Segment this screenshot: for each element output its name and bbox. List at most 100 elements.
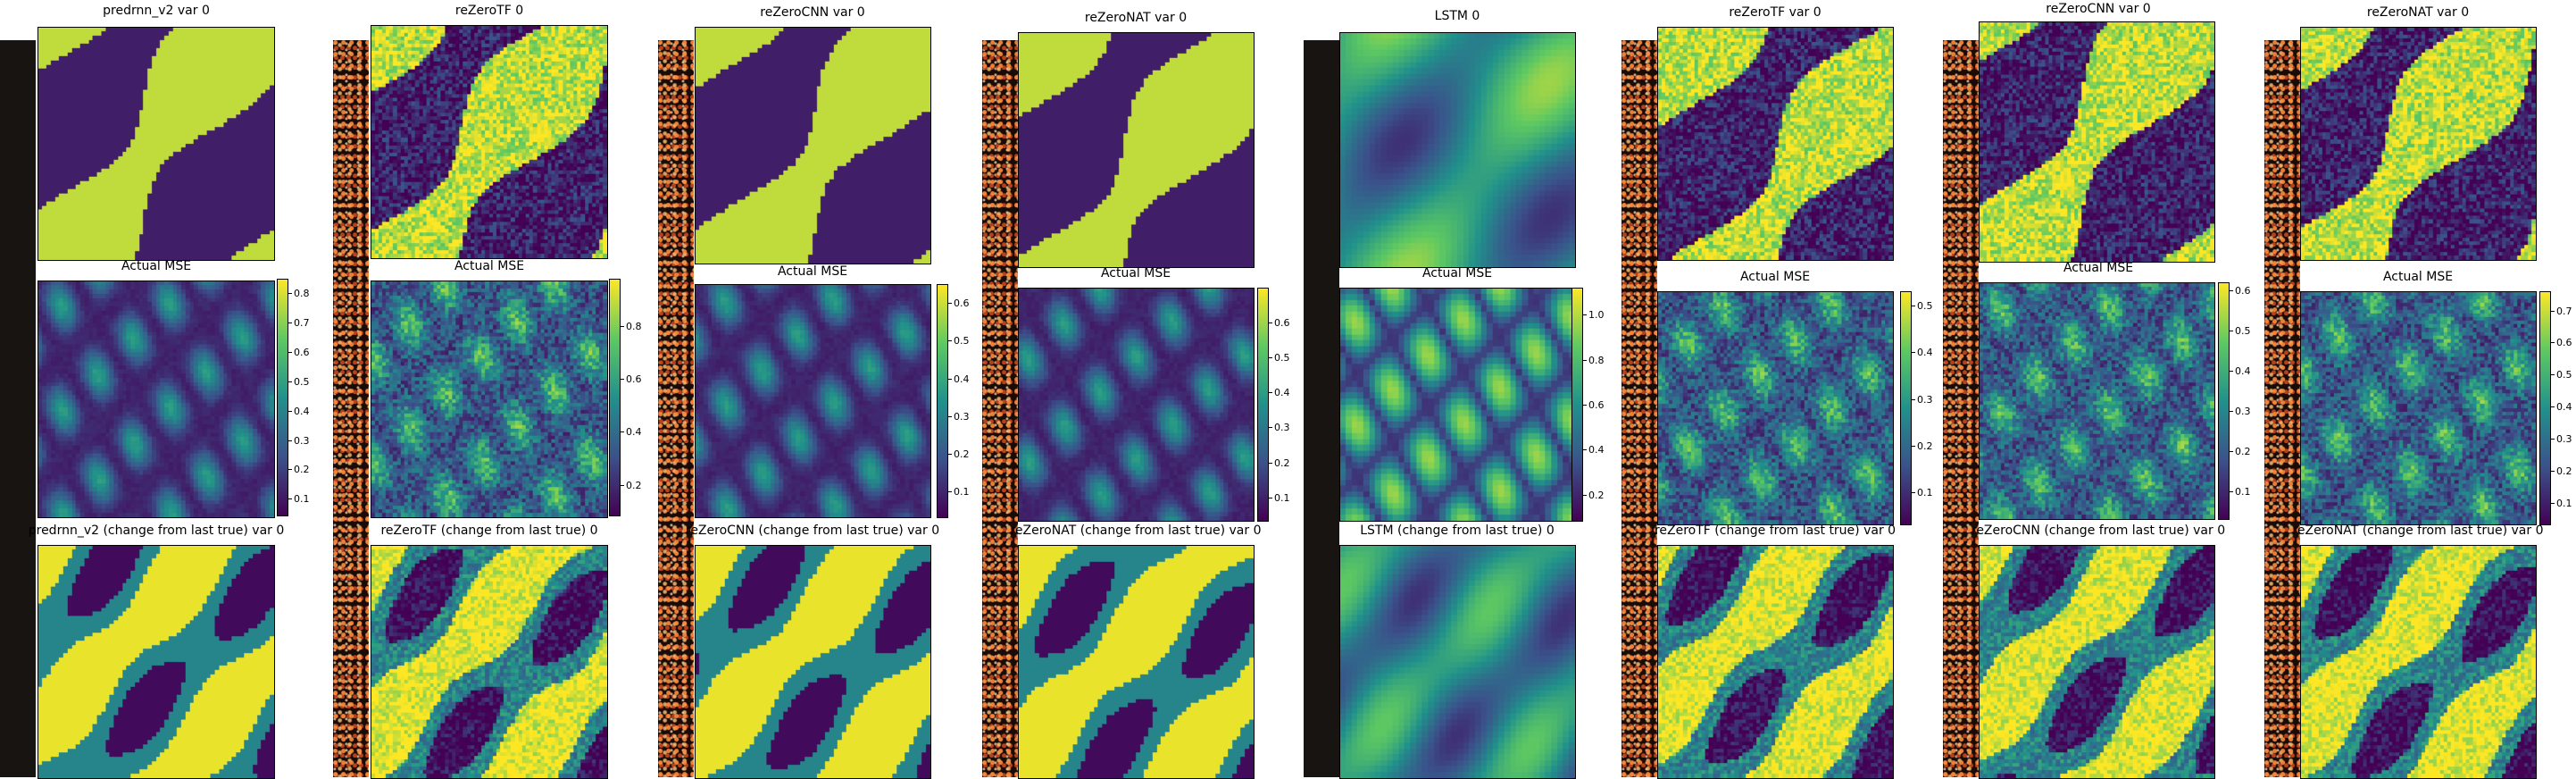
colorbar-tick [2551,310,2555,312]
change-title: reZeroCNN (change from last true) var 0 [685,524,940,538]
mse-title: Actual MSE [777,264,848,279]
mse-map [1018,288,1255,522]
mse-title: Actual MSE [121,259,192,273]
change-map [1657,545,1894,779]
change-map [1339,545,1576,779]
colorbar-tick [288,293,292,295]
colorbar-tick [288,322,292,324]
colorbar-tick-label: 0.5 [2556,369,2572,381]
colorbar [2218,282,2230,520]
colorbar-tick [621,379,624,381]
colorbar-tick-label: 0.4 [294,405,310,417]
colorbar-tick-label: 0.6 [1274,317,1290,330]
change-title: reZeroCNN (change from last true) var 0 [1971,524,2226,538]
change-map [371,545,608,779]
change-title: reZeroTF (change from last true) 0 [380,524,598,538]
colorbar-tick [1269,462,1272,464]
colorbar-tick [288,498,292,500]
side-strip-image [658,40,694,777]
colorbar-tick [2551,374,2555,376]
change-title: reZeroNAT (change from last true) var 0 [1010,524,1262,538]
mse-title: Actual MSE [1739,270,1811,284]
colorbar-tick [948,491,952,493]
colorbar-tick [1269,322,1272,324]
side-strip-image [1943,40,1979,777]
side-strip-image [982,40,1018,777]
colorbar-tick-label: 0.5 [954,335,970,348]
colorbar-tick [1583,359,1587,361]
colorbar-tick-label: 0.6 [2556,337,2572,349]
colorbar-tick [2551,342,2555,344]
change-title: reZeroTF (change from last true) var 0 [1654,524,1897,538]
change-title: reZeroNAT (change from last true) var 0 [2292,524,2544,538]
prediction-title: reZeroTF var 0 [1729,5,1822,20]
mse-title: Actual MSE [454,259,525,273]
change-title: LSTM (change from last true) 0 [1360,524,1555,538]
change-map [1018,545,1255,779]
colorbar-tick-label: 0.6 [1588,399,1605,411]
colorbar-tick-label: 0.4 [2556,401,2572,414]
prediction-title: reZeroTF 0 [454,4,524,18]
colorbar-tick [948,378,952,380]
colorbar-tick-label: 0.2 [1274,457,1290,469]
mse-title: Actual MSE [2382,270,2454,284]
colorbar-tick [2551,406,2555,408]
colorbar-tick-label: 0.2 [1917,440,1933,452]
colorbar-tick [948,340,952,342]
colorbar-tick-label: 0.6 [294,347,310,359]
colorbar-tick [948,454,952,456]
colorbar-tick [948,415,952,417]
colorbar-tick-label: 0.1 [1917,487,1933,499]
colorbar-tick [1912,352,1915,354]
mse-title: Actual MSE [1100,266,1171,281]
colorbar-tick [2230,290,2233,292]
colorbar-tick-label: 0.4 [1588,444,1605,457]
colorbar-tick-label: 0.1 [954,486,970,498]
colorbar-tick-label: 0.1 [2235,486,2251,498]
colorbar-tick-label: 0.2 [1588,489,1605,501]
colorbar-tick [1583,314,1587,316]
prediction-map [2300,27,2537,261]
mse-map [38,281,275,518]
colorbar-tick [1269,427,1272,429]
colorbar-tick [1912,492,1915,494]
colorbar-tick [1269,357,1272,359]
colorbar-tick-label: 0.4 [1917,347,1933,359]
colorbar-tick-label: 0.4 [1274,387,1290,399]
colorbar-tick [2230,411,2233,413]
colorbar-tick-label: 0.8 [626,321,642,333]
colorbar-tick [2230,371,2233,373]
mse-map [371,281,608,518]
side-strip-image [0,40,36,777]
colorbar-tick [1583,449,1587,451]
colorbar-tick-label: 0.4 [954,373,970,385]
colorbar-tick-label: 0.3 [1274,422,1290,434]
colorbar [2539,291,2551,525]
colorbar-tick-label: 0.8 [1588,354,1605,366]
mse-title: Actual MSE [2063,261,2134,275]
colorbar [1257,288,1269,522]
colorbar-tick [1269,392,1272,394]
colorbar-tick [288,352,292,354]
colorbar-tick-label: 0.5 [294,375,310,388]
prediction-map [1018,32,1255,268]
prediction-map [1657,27,1894,261]
colorbar-tick-label: 0.2 [2556,465,2572,477]
change-map [1979,545,2215,779]
prediction-title: LSTM 0 [1434,9,1480,23]
side-strip-image [1621,40,1657,777]
colorbar-tick [948,303,952,305]
mse-map [1979,282,2215,520]
colorbar-tick-label: 0.6 [2235,285,2251,297]
colorbar-tick-label: 0.1 [2556,497,2572,509]
colorbar-tick-label: 0.2 [954,448,970,461]
colorbar [277,279,288,516]
colorbar-tick-label: 0.8 [294,288,310,300]
colorbar [1900,291,1912,525]
colorbar-tick-label: 0.3 [2556,433,2572,446]
colorbar-tick-label: 0.3 [1917,393,1933,406]
colorbar-tick [2551,439,2555,440]
change-map [38,545,275,779]
colorbar-tick [288,381,292,382]
change-map [695,545,931,779]
